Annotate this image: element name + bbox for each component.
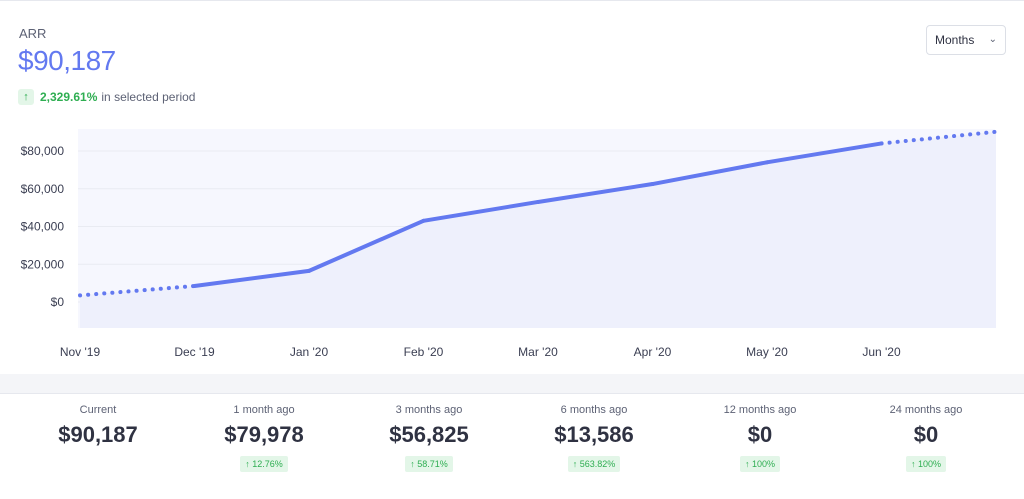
metric-value: $90,187 (18, 45, 116, 76)
summary-card: Current $90,187 1 month ago $79,978 ↑ 12… (0, 393, 1024, 499)
summary-change: ↑ 58.71% (405, 456, 453, 472)
x-tick-label: Jun '20 (862, 345, 901, 359)
series-line (78, 129, 998, 298)
change-row: ↑ 2,329.61% in selected period (18, 89, 195, 105)
summary-label: 3 months ago (395, 404, 463, 416)
summary-value: $79,978 (224, 422, 304, 447)
summary-label: Current (79, 404, 117, 416)
arrow-up-icon: ↑ (18, 89, 34, 105)
series-segment (650, 160, 769, 187)
summary-6-months: 6 months ago $13,586 ↑ 563.82% (519, 404, 669, 472)
x-tick-label: Dec '19 (174, 345, 215, 359)
x-axis-labels: Nov '19 Dec '19 Jan '20 Feb '20 Mar '20 Apr '… (60, 345, 901, 359)
y-tick-label: $40,000 (21, 220, 65, 234)
series-segment (78, 283, 197, 298)
summary-24-months: 24 months ago $0 ↑ 100% (851, 404, 1001, 472)
metric-label: ARR (19, 26, 47, 41)
y-axis-labels: $0 $20,000 $40,000 $60,000 $80,000 (21, 144, 65, 309)
summary-label: 24 months ago (889, 404, 963, 416)
x-tick-label: Feb '20 (404, 345, 444, 359)
summary-change: ↑ 12.76% (240, 456, 288, 472)
summary-value: $0 (913, 422, 939, 447)
summary-change: ↑ 100% (739, 456, 781, 472)
series-segment (421, 199, 540, 223)
y-tick-label: $20,000 (21, 257, 65, 271)
summary-3-months: 3 months ago $56,825 ↑ 58.71% (354, 404, 504, 472)
summary-label: 1 month ago (233, 404, 295, 416)
series-segment (765, 141, 884, 165)
summary-value: $13,586 (554, 422, 634, 447)
x-tick-label: Apr '20 (634, 345, 672, 359)
series-segment (192, 268, 311, 288)
summary-current: Current $90,187 (23, 404, 173, 448)
x-tick-label: Mar '20 (518, 345, 558, 359)
y-tick-label: $80,000 (21, 144, 65, 158)
period-select-value: Months (935, 33, 975, 47)
x-tick-label: Nov '19 (60, 345, 101, 359)
summary-label: 12 months ago (723, 404, 797, 416)
summary-value: $0 (747, 422, 773, 447)
series-segment (879, 129, 998, 146)
series-segment (307, 218, 426, 273)
x-tick-label: May '20 (746, 345, 788, 359)
summary-label: 6 months ago (560, 404, 628, 416)
series-segment (536, 182, 655, 204)
chevron-down-icon: ⌄ (988, 34, 997, 45)
change-percentage: 2,329.61% (40, 90, 98, 104)
summary-value: $90,187 (58, 422, 138, 447)
arr-card: ARR $90,187 ↑ 2,329.61% in selected peri… (0, 0, 1024, 374)
area-fill (80, 131, 996, 328)
change-suffix: in selected period (101, 90, 196, 104)
summary-change: ↑ 563.82% (567, 456, 621, 472)
arr-chart: $0 $20,000 $40,000 $60,000 $80,000 Nov '19 De… (21, 129, 998, 359)
summary-value: $56,825 (389, 422, 469, 447)
summary-change: ↑ 100% (905, 456, 947, 472)
x-tick-label: Jan '20 (290, 345, 329, 359)
y-tick-label: $60,000 (21, 182, 65, 196)
y-tick-label: $0 (51, 295, 65, 309)
summary-1-month: 1 month ago $79,978 ↑ 12.76% (189, 404, 339, 472)
period-select[interactable]: Months ⌄ (926, 25, 1006, 55)
summary-12-months: 12 months ago $0 ↑ 100% (685, 404, 835, 472)
